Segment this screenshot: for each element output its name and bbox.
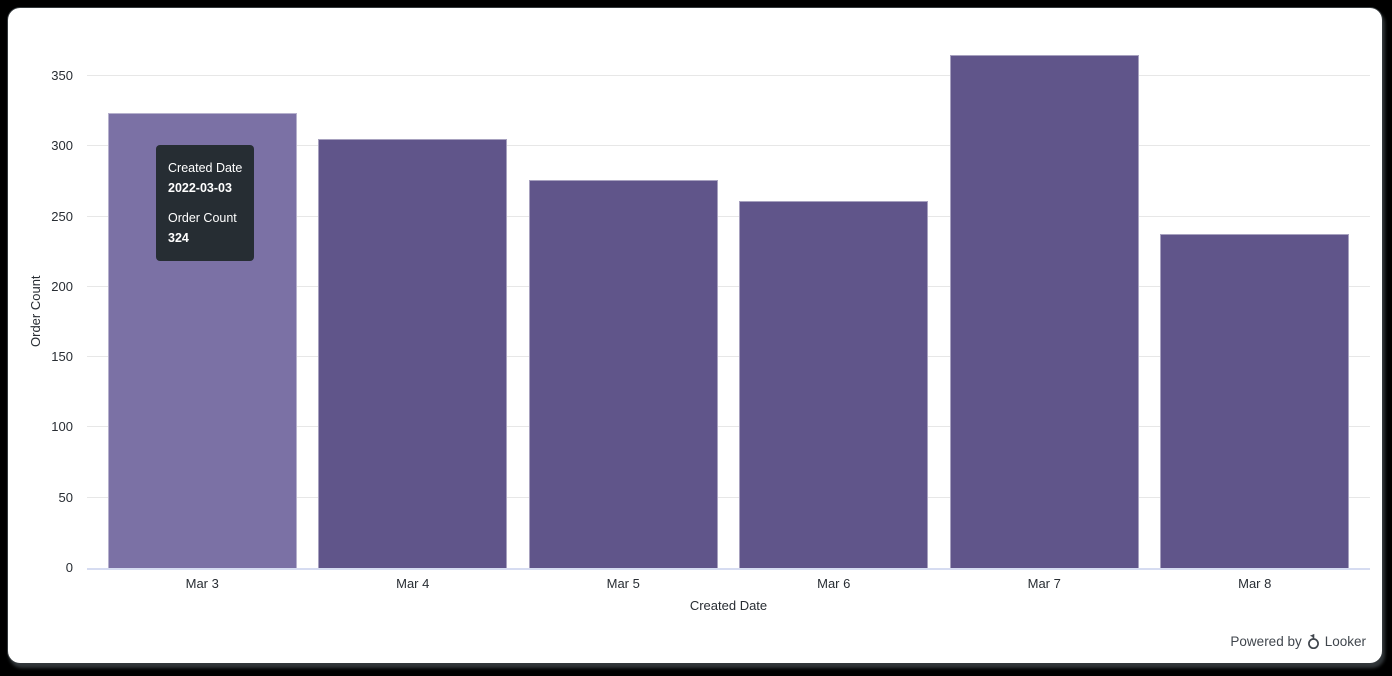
bar-slot — [308, 55, 519, 568]
tooltip-dimension-group: Created Date 2022-03-03 — [168, 158, 242, 198]
y-tick-label: 200 — [51, 278, 73, 294]
x-tick-label: Mar 3 — [185, 576, 219, 591]
x-axis-labels: Mar 3 Mar 4 Mar 5 Mar 6 Mar 7 Mar 8 — [97, 576, 1360, 591]
gridline — [87, 356, 1370, 358]
looker-logo-icon — [1306, 633, 1321, 650]
tooltip-measure-group: Order Count 324 — [168, 208, 242, 248]
tooltip-dimension-value: 2022-03-03 — [168, 181, 232, 195]
x-tick-label: Mar 4 — [396, 576, 430, 591]
tooltip-measure-label: Order Count — [168, 211, 237, 225]
bar-slot — [518, 55, 729, 568]
powered-by-label: Powered by — [1230, 634, 1302, 649]
gridline — [87, 75, 1370, 77]
y-tick-label: 350 — [51, 68, 73, 84]
bar-mar-8[interactable] — [1160, 233, 1350, 568]
gridline — [87, 426, 1370, 428]
bar-slot — [729, 55, 940, 568]
gridline — [87, 285, 1370, 287]
x-axis-title: Created Date — [689, 598, 768, 613]
bar-slot — [939, 55, 1150, 568]
x-tick-label: Mar 5 — [606, 576, 640, 591]
y-tick-label: 0 — [65, 560, 73, 575]
bar-mar-6[interactable] — [739, 201, 929, 568]
bar-slot — [1150, 55, 1361, 568]
y-tick-label: 250 — [51, 208, 73, 224]
gridline — [87, 145, 1370, 147]
plot-area: 0 50 100 150 200 250 300 350 — [51, 55, 1370, 575]
gridline — [87, 215, 1370, 217]
y-tick-label: 100 — [51, 419, 73, 435]
bar-mar-4[interactable] — [318, 139, 508, 568]
brand-label: Looker — [1324, 634, 1366, 649]
y-tick-label: 150 — [51, 349, 73, 365]
bar-mar-5[interactable] — [528, 180, 718, 568]
x-tick-label: Mar 6 — [817, 576, 851, 591]
bar-slot — [97, 55, 308, 568]
bars-container — [97, 55, 1360, 568]
powered-by-looker[interactable]: Powered by Looker — [1230, 633, 1366, 650]
chart-tooltip: Created Date 2022-03-03 Order Count 324 — [156, 145, 255, 261]
y-tick-label: 300 — [51, 138, 73, 154]
bar-mar-7[interactable] — [949, 55, 1139, 568]
y-tick-label: 50 — [58, 489, 73, 505]
tooltip-dimension-label: Created Date — [168, 161, 243, 175]
x-tick-label: Mar 8 — [1238, 576, 1272, 591]
gridline — [87, 496, 1370, 498]
x-tick-label: Mar 7 — [1027, 576, 1061, 591]
tooltip-measure-value: 324 — [168, 231, 189, 245]
